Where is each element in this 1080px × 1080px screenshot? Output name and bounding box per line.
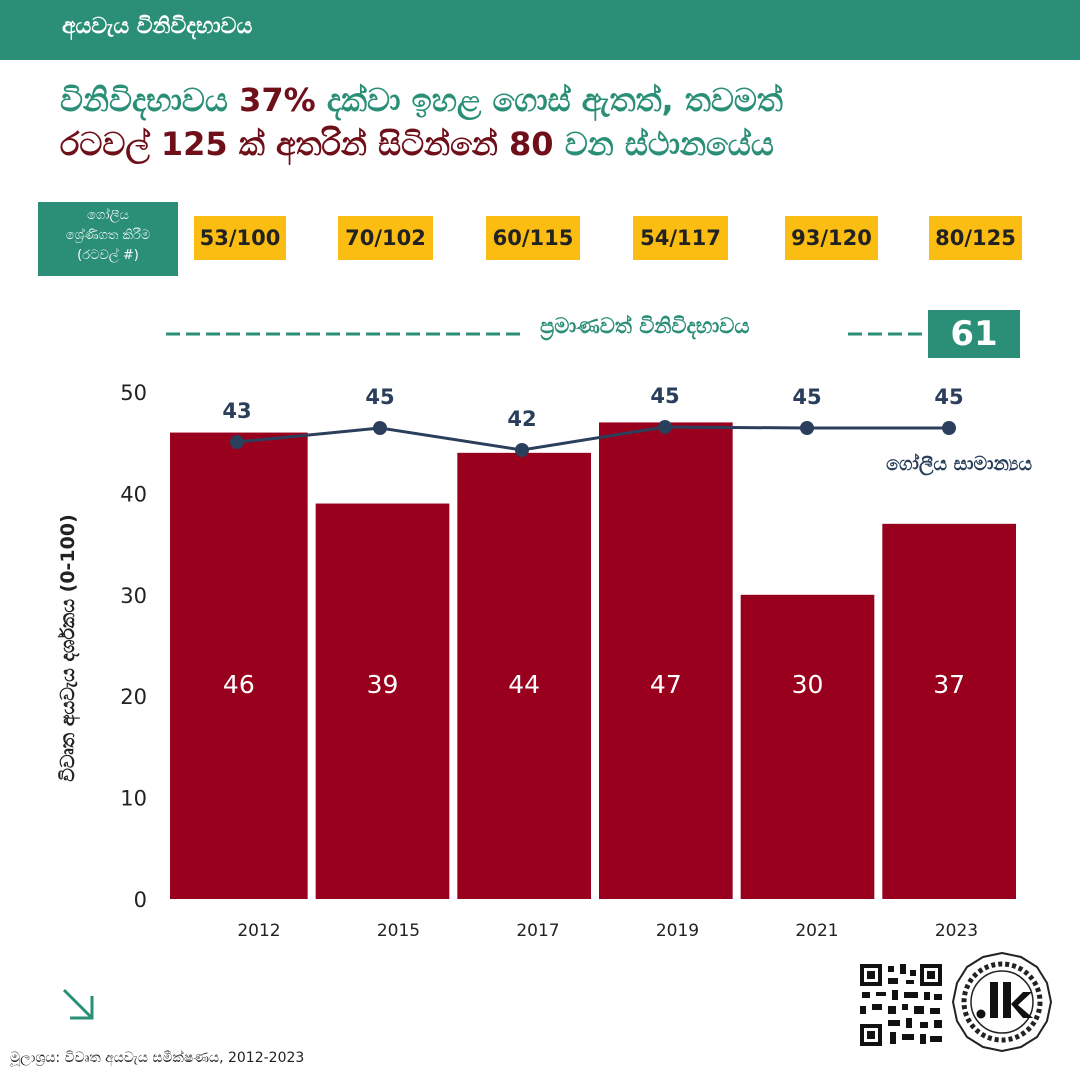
y-tick-label: 0 bbox=[134, 888, 147, 912]
bar bbox=[457, 452, 591, 899]
ranking-label-line: ගෝලීය bbox=[87, 208, 129, 223]
ranking-badge: 80/125 bbox=[929, 216, 1022, 260]
bar bbox=[170, 432, 308, 899]
line-point bbox=[230, 435, 244, 449]
line-point bbox=[800, 421, 814, 435]
line-point-label: 42 bbox=[507, 407, 536, 431]
headline-part: දක්වා ඉහළ ගොස් ඇතත්, තවමත් bbox=[315, 81, 783, 119]
bar-value-label: 39 bbox=[367, 670, 399, 699]
line-series-name: ගෝලීය සාමාන්‍යය bbox=[886, 453, 1032, 476]
header-bar: අයවැය විනිවිදභාවය bbox=[0, 0, 1080, 60]
headline-part: වන ස්ථානයේය bbox=[553, 125, 774, 163]
global-average-line bbox=[236, 425, 949, 452]
ranking-label-line: ශ්‍රේණිගත කිරීම bbox=[65, 228, 151, 243]
x-tick-label: 2017 bbox=[516, 921, 559, 941]
ranking-label-line: (රටවල් #) bbox=[77, 248, 139, 263]
headline-highlight: රටවල් 125 ක් අතරින් සිටින්නේ 80 bbox=[60, 125, 554, 163]
headline: විනිවිදභාවය 37% දක්වා ඉහළ ගොස් ඇතත්, තවම… bbox=[60, 78, 1040, 166]
x-tick-label: 2023 bbox=[935, 921, 978, 941]
y-tick-label: 30 bbox=[120, 584, 147, 608]
y-tick-label: 10 bbox=[120, 787, 147, 811]
ranking-badge: 93/120 bbox=[785, 216, 878, 260]
bar bbox=[315, 503, 450, 899]
line-point bbox=[942, 421, 956, 435]
x-tick-label: 2015 bbox=[377, 921, 420, 941]
line-point-label: 45 bbox=[365, 385, 394, 409]
bar bbox=[740, 594, 875, 899]
benchmark-value-badge: 61 bbox=[928, 310, 1020, 358]
header-title: අයවැය විනිවිදභාවය bbox=[62, 14, 253, 39]
bar-value-label: 37 bbox=[933, 670, 965, 699]
x-tick-label: 2019 bbox=[656, 921, 699, 941]
y-tick-label: 20 bbox=[120, 685, 147, 709]
bar-value-label: 46 bbox=[223, 670, 255, 699]
x-tick-label: 2012 bbox=[237, 921, 280, 941]
ranking-badge: 60/115 bbox=[486, 216, 580, 260]
headline-highlight: 37% bbox=[239, 81, 316, 119]
ranking-label: ගෝලීය ශ්‍රේණිගත කිරීම (රටවල් #) bbox=[38, 202, 178, 276]
line-point-label: 45 bbox=[792, 385, 821, 409]
line-point bbox=[658, 420, 672, 434]
y-tick-label: 40 bbox=[120, 482, 147, 506]
x-tick-label: 2021 bbox=[795, 921, 838, 941]
bar-value-label: 47 bbox=[650, 670, 682, 699]
y-axis-label: විවෘත අයවැය දර්ශකය (0-100) bbox=[57, 514, 79, 782]
bar bbox=[599, 422, 733, 899]
bar bbox=[882, 523, 1016, 899]
ranking-badge: 70/102 bbox=[338, 216, 433, 260]
arrow-down-right-icon bbox=[62, 988, 94, 1020]
line-point-label: 45 bbox=[650, 384, 679, 408]
bar-value-label: 44 bbox=[508, 670, 540, 699]
source-note: මූලාශ්‍රය: විවෘත අයවැය සමීක්ෂණය, 2012-20… bbox=[10, 1050, 305, 1066]
headline-line-1: විනිවිදභාවය 37% දක්වා ඉහළ ගොස් ඇතත්, තවම… bbox=[60, 78, 1040, 122]
line-point bbox=[373, 421, 387, 435]
y-tick-label: 50 bbox=[120, 381, 147, 405]
benchmark-label: ප්‍රමාණවත් විනිවිදභාවය bbox=[540, 314, 750, 338]
lk-logo bbox=[952, 952, 1052, 1052]
line-point bbox=[515, 443, 529, 457]
bar-value-label: 30 bbox=[792, 670, 824, 699]
headline-line-2: රටවල් 125 ක් අතරින් සිටින්නේ 80 වන ස්ථාන… bbox=[60, 122, 1040, 166]
line-point-label: 45 bbox=[934, 385, 963, 409]
headline-part: විනිවිදභාවය bbox=[60, 81, 240, 119]
ranking-badge: 53/100 bbox=[194, 216, 286, 260]
line-point-label: 43 bbox=[222, 399, 251, 423]
qr-code-icon[interactable] bbox=[858, 962, 944, 1048]
ranking-badge: 54/117 bbox=[633, 216, 728, 260]
